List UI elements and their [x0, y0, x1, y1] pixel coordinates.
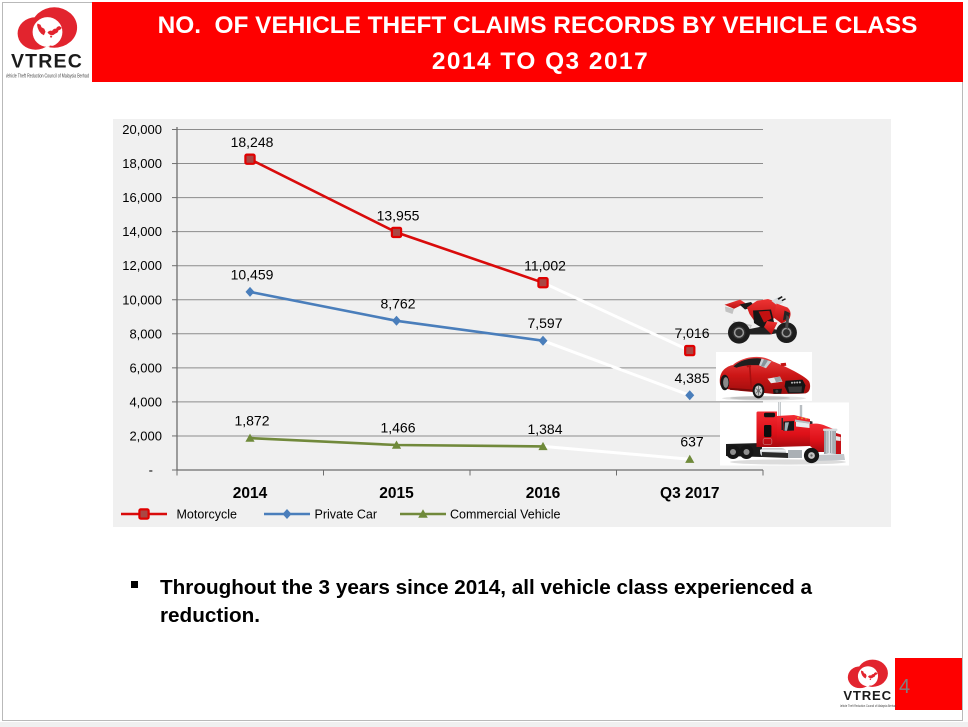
svg-text:8,000: 8,000: [129, 326, 162, 341]
svg-text:18,000: 18,000: [122, 156, 162, 171]
svg-text:2014: 2014: [233, 485, 268, 502]
svg-text:Q3 2017: Q3 2017: [660, 485, 719, 502]
svg-text:10,000: 10,000: [122, 292, 162, 307]
svg-text:2015: 2015: [379, 485, 414, 502]
svg-text:6,000: 6,000: [129, 360, 162, 375]
svg-text:Private Car: Private Car: [315, 508, 378, 522]
svg-text:Motorcycle: Motorcycle: [177, 508, 237, 522]
svg-text:VTREC: VTREC: [11, 51, 83, 73]
svg-text:8,762: 8,762: [380, 295, 415, 311]
svg-text:7,597: 7,597: [527, 315, 562, 331]
svg-text:4,385: 4,385: [674, 370, 709, 386]
svg-text:16,000: 16,000: [122, 190, 162, 205]
svg-text:20,000: 20,000: [122, 122, 162, 137]
svg-text:1,466: 1,466: [380, 420, 415, 436]
svg-text:4,000: 4,000: [129, 394, 162, 409]
svg-text:13,955: 13,955: [377, 208, 420, 224]
svg-text:10,459: 10,459: [231, 266, 274, 282]
svg-text:637: 637: [680, 434, 704, 450]
svg-text:2,000: 2,000: [129, 428, 162, 443]
svg-text:-: -: [149, 463, 153, 478]
svg-text:11,002: 11,002: [524, 258, 566, 274]
svg-text:1,872: 1,872: [234, 413, 269, 429]
svg-text:2016: 2016: [526, 485, 561, 502]
svg-text:Vehicle Theft Reduction Counci: Vehicle Theft Reduction Council of Malay…: [6, 74, 89, 80]
svg-text:7,016: 7,016: [674, 325, 709, 341]
svg-text:Commercial Vehicle: Commercial Vehicle: [450, 508, 561, 522]
svg-text:18,248: 18,248: [231, 134, 274, 150]
svg-text:12,000: 12,000: [122, 258, 162, 273]
svg-text:1,384: 1,384: [527, 421, 562, 437]
svg-text:14,000: 14,000: [122, 224, 162, 239]
